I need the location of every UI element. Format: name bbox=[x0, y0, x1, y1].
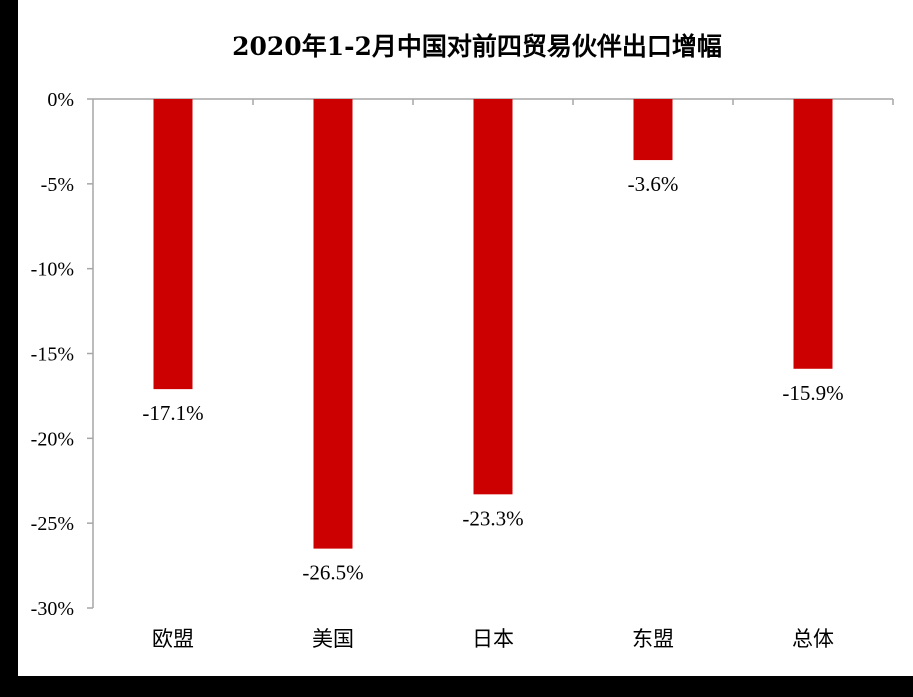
category-label: 欧盟 bbox=[152, 627, 194, 651]
category-label: 美国 bbox=[312, 627, 354, 651]
bar-1 bbox=[153, 99, 193, 390]
y-tick-label: -10% bbox=[31, 259, 74, 281]
data-label: -3.6% bbox=[628, 172, 679, 196]
bar-2 bbox=[313, 99, 353, 549]
bar-4 bbox=[633, 99, 673, 161]
bars bbox=[153, 99, 833, 549]
data-label: -23.3% bbox=[462, 506, 523, 530]
category-label: 日本 bbox=[472, 627, 514, 651]
bar-3 bbox=[473, 99, 513, 495]
y-tick-label: 0% bbox=[47, 89, 74, 111]
data-label: -15.9% bbox=[782, 381, 843, 405]
y-tick-label: -5% bbox=[41, 174, 74, 196]
y-tick-label: -30% bbox=[31, 598, 74, 620]
data-label: -17.1% bbox=[142, 401, 203, 425]
y-tick-label: -25% bbox=[31, 513, 74, 535]
data-labels: -17.1% -26.5% -23.3% -3.6% -15.9% bbox=[142, 172, 843, 585]
chart-title: 2020年1-2月中国对前四贸易伙伴出口增幅 bbox=[232, 32, 722, 61]
category-label: 东盟 bbox=[632, 627, 674, 651]
y-tick-label: -15% bbox=[31, 344, 74, 366]
data-label: -26.5% bbox=[302, 561, 363, 585]
bar-5 bbox=[793, 99, 833, 369]
category-labels: 欧盟 美国 日本 东盟 总体 bbox=[152, 627, 834, 651]
y-axis: 0% -5% -10% -15% -20% -25% -30% bbox=[31, 89, 94, 620]
y-tick-label: -20% bbox=[31, 428, 74, 450]
category-label: 总体 bbox=[792, 627, 834, 651]
